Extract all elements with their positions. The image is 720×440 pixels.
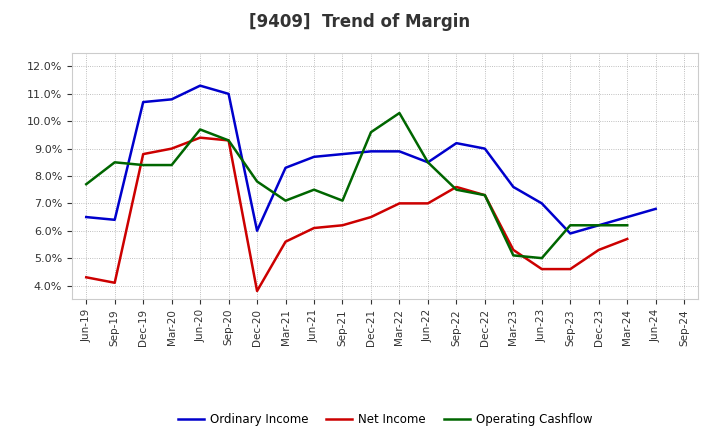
Net Income [82,275,91,280]
Ordinary Income [509,184,518,190]
Operating Cashflow [82,182,91,187]
Operating Cashflow [366,129,375,135]
Operating Cashflow [110,160,119,165]
Legend: Ordinary Income, Net Income, Operating Cashflow: Ordinary Income, Net Income, Operating C… [174,409,597,431]
Ordinary Income [253,228,261,233]
Ordinary Income [566,231,575,236]
Ordinary Income [225,91,233,96]
Ordinary Income [652,206,660,212]
Line: Operating Cashflow: Operating Cashflow [86,113,627,258]
Ordinary Income [366,149,375,154]
Ordinary Income [623,214,631,220]
Ordinary Income [595,223,603,228]
Net Income [282,239,290,244]
Net Income [480,193,489,198]
Net Income [139,151,148,157]
Ordinary Income [423,160,432,165]
Operating Cashflow [139,162,148,168]
Net Income [537,267,546,272]
Net Income [566,267,575,272]
Net Income [509,247,518,253]
Net Income [595,247,603,253]
Operating Cashflow [623,223,631,228]
Net Income [452,184,461,190]
Operating Cashflow [167,162,176,168]
Net Income [423,201,432,206]
Ordinary Income [537,201,546,206]
Operating Cashflow [452,187,461,192]
Line: Ordinary Income: Ordinary Income [86,86,656,234]
Ordinary Income [282,165,290,170]
Operating Cashflow [480,193,489,198]
Ordinary Income [480,146,489,151]
Operating Cashflow [338,198,347,203]
Net Income [338,223,347,228]
Text: [9409]  Trend of Margin: [9409] Trend of Margin [249,13,471,31]
Ordinary Income [395,149,404,154]
Ordinary Income [310,154,318,159]
Net Income [253,288,261,293]
Net Income [310,225,318,231]
Net Income [196,135,204,140]
Operating Cashflow [282,198,290,203]
Ordinary Income [167,97,176,102]
Operating Cashflow [423,160,432,165]
Net Income [395,201,404,206]
Operating Cashflow [566,223,575,228]
Ordinary Income [110,217,119,223]
Operating Cashflow [595,223,603,228]
Line: Net Income: Net Income [86,138,627,291]
Operating Cashflow [509,253,518,258]
Ordinary Income [196,83,204,88]
Ordinary Income [338,151,347,157]
Net Income [623,236,631,242]
Ordinary Income [82,214,91,220]
Operating Cashflow [196,127,204,132]
Operating Cashflow [537,256,546,261]
Operating Cashflow [395,110,404,116]
Operating Cashflow [225,138,233,143]
Net Income [110,280,119,286]
Ordinary Income [452,140,461,146]
Ordinary Income [139,99,148,105]
Operating Cashflow [310,187,318,192]
Operating Cashflow [253,179,261,184]
Net Income [167,146,176,151]
Net Income [225,138,233,143]
Net Income [366,214,375,220]
